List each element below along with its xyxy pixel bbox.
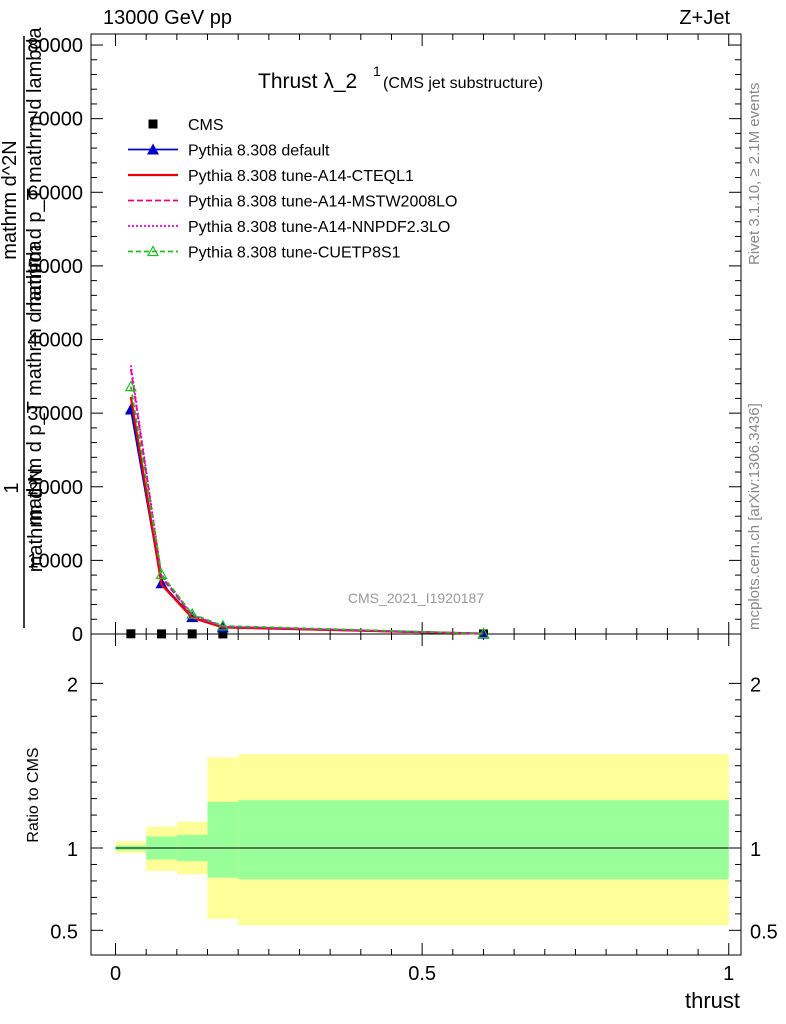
x-tick-label: 1 [723, 963, 734, 985]
data-point-open-triangle [155, 568, 168, 579]
ratio-y-tick-label: 2 [67, 674, 78, 696]
header-left: 13000 GeV pp [103, 7, 232, 29]
y-tick-label: 30000 [27, 403, 83, 425]
series-line [129, 365, 484, 635]
ratio-y-tick-label: 1 [67, 839, 78, 861]
chart-title: Thrust λ_2 [258, 70, 357, 93]
y-axis-label-part: mathrm d N [25, 468, 47, 572]
stat-uncertainty-band [238, 800, 729, 880]
series-line [129, 386, 484, 635]
data-point-open-triangle [477, 627, 490, 639]
y-tick-label: 0 [72, 624, 83, 646]
legend-marker-cms [148, 119, 158, 129]
ratio-plot-frame [90, 633, 742, 956]
analysis-watermark: CMS_2021_I1920187 [348, 590, 484, 606]
header-right: Z+Jet [679, 7, 730, 29]
y-tick-label: 80000 [27, 35, 83, 57]
legend-label: Pythia 8.308 tune-A14-NNPDF2.3LO [188, 219, 450, 236]
chart-subtitle: (CMS jet substructure) [383, 75, 543, 92]
legend-label: Pythia 8.308 tune-CUETP8S1 [188, 245, 401, 262]
y-tick-label: 40000 [27, 330, 83, 352]
data-point-cms [126, 629, 136, 639]
legend-label: Pythia 8.308 tune-A14-MSTW2008LO [188, 194, 457, 211]
mcplots-label: mcplots.cern.ch [arXiv:1306.3436] [746, 403, 763, 630]
y-axis-label-part: 1 [1, 482, 23, 493]
ratio-y-tick-label: 1 [750, 839, 761, 861]
ratio-y-tick-label: 0.5 [750, 921, 778, 943]
data-point-open-triangle [216, 619, 229, 631]
x-tick-label: 0 [110, 963, 121, 985]
x-axis-label: thrust [685, 988, 740, 1013]
chart-title-superscript: 1 [373, 63, 381, 79]
rivet-label: Rivet 3.1.10, ≥ 2.1M events [746, 82, 763, 266]
y-tick-label: 70000 [27, 109, 83, 131]
y-tick-label: 10000 [27, 550, 83, 572]
legend-marker-triangle [147, 143, 159, 155]
y-axis-label-part: mathrm d p_T mathrm d lambda [24, 26, 46, 312]
data-point-open-triangle [186, 607, 199, 619]
data-point-cms [218, 629, 228, 639]
y-tick-label: 50000 [27, 256, 83, 278]
legend-label: CMS [188, 117, 224, 134]
y-axis-label-part: mathrm d^2N [0, 140, 21, 259]
ratio-y-tick-label: 2 [750, 674, 761, 696]
y-tick-label: 60000 [27, 182, 83, 204]
legend-label: Pythia 8.308 default [188, 143, 330, 160]
data-point-open-triangle [124, 380, 137, 392]
data-point-cms [157, 629, 167, 639]
data-point-cms [187, 629, 197, 639]
stat-uncertainty-band [207, 801, 239, 878]
ratio-y-axis-label: Ratio to CMS [25, 747, 42, 842]
ratio-y-tick-label: 0.5 [50, 921, 78, 943]
x-tick-label: 0.5 [408, 963, 436, 985]
legend-marker-open-triangle [146, 245, 160, 257]
y-axis-label-part: mathrm d p_T mathrm d lambda [24, 239, 46, 525]
legend-label: Pythia 8.308 tune-A14-CTEQL1 [188, 168, 414, 185]
y-tick-label: 20000 [27, 477, 83, 499]
